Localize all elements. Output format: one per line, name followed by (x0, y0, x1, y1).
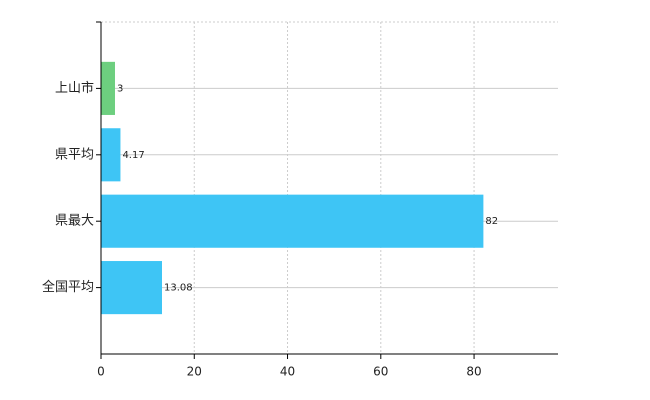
x-tick-label: 20 (187, 365, 202, 379)
bar (101, 261, 162, 315)
bar (101, 61, 115, 115)
x-tick-label: 0 (97, 365, 105, 379)
value-label: 13.08 (164, 283, 193, 294)
bar (101, 194, 484, 248)
x-tick-label: 60 (373, 365, 388, 379)
value-label: 82 (485, 216, 498, 227)
y-tick-label: 県平均 (55, 147, 94, 162)
x-tick-label: 40 (280, 365, 295, 379)
bar (101, 128, 121, 182)
y-tick-label: 上山市 (55, 80, 94, 96)
y-tick-label: 全国平均 (42, 279, 94, 295)
x-tick-label: 80 (466, 365, 481, 379)
value-label: 4.17 (122, 150, 144, 161)
y-tick-label: 県最大 (55, 214, 94, 229)
value-label: 3 (117, 83, 123, 94)
